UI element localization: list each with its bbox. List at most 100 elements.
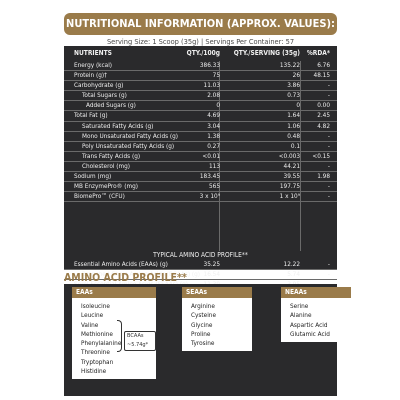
group-items: Arginine Cysteine Glycine Proline Tyrosine <box>182 298 252 352</box>
header-per100: QTY./100g <box>186 49 220 57</box>
amino-item: Serine <box>290 302 309 310</box>
amino-item: Tryptophan <box>81 357 114 366</box>
amino-profile-panel: EAAs BCAAs ~5.74g* Isoleucine Leucine Vali… <box>64 284 351 396</box>
row-label: Trans Fatty Acids (g) <box>82 151 141 160</box>
value-rda: <0.15 <box>312 151 330 160</box>
value-per-serving: 1.64 <box>287 111 300 120</box>
table-row: Saturated Fatty Acids (g) 3.04 1.06 4.82 <box>64 122 337 132</box>
value-per-serving: 44.21 <box>283 161 300 170</box>
group-items: Serine Alanine Aspartic Acid Glutamic Acid <box>281 298 351 343</box>
table-row: Total Fat (g) 4.69 1.64 2.45 <box>64 111 337 122</box>
table-row: Protein (g)† 75 26 48.15 <box>64 71 337 82</box>
row-label: Branched Chain Amino Acids (BCAAs) (g) <box>82 270 201 279</box>
amino-item: Glycine <box>191 320 213 329</box>
table-row: Mono Unsaturated Fatty Acids (g) 1.38 0.48… <box>64 132 337 142</box>
group-header: NEAAs <box>281 287 351 298</box>
row-label: Protein (g)† <box>74 71 107 80</box>
row-label: Carbohydrate (g) <box>74 81 124 90</box>
amino-item: Histidine <box>81 367 107 376</box>
value-per-serving: 26 <box>292 71 300 80</box>
serving-info: Serving Size: 1 Scoop (35g) | Servings P… <box>106 37 295 46</box>
value-per100: 2.08 <box>207 91 220 100</box>
value-per100: 0.27 <box>207 141 220 150</box>
value-per-serving: 0.1 <box>290 141 300 150</box>
value-per100: <0.01 <box>202 151 220 160</box>
header-nutrients: NUTRIENTS <box>74 49 112 57</box>
value-per-serving: 0.48 <box>287 131 300 140</box>
amino-item: Glutamic Acid <box>290 329 330 338</box>
page-title: NUTRITIONAL INFORMATION (APPROX. VALUES)… <box>64 13 337 35</box>
value-rda: 4.82 <box>317 121 330 130</box>
amino-subheader: TYPICAL AMINO ACID PROFILE** <box>153 251 248 259</box>
value-per-serving: 0 <box>296 101 300 110</box>
group-eaas: EAAs BCAAs ~5.74g* Isoleucine Leucine Vali… <box>72 287 156 380</box>
row-label: Total Sugars (g) <box>82 91 127 100</box>
row-label: Sodium (mg) <box>74 172 112 181</box>
table-row: Essential Amino Acids (EAAs) (g) 35.25 12.… <box>64 260 337 271</box>
value-per100: 113 <box>209 161 220 170</box>
table-row: Sodium (mg) 183.45 39.55 1.98 <box>64 172 337 183</box>
table-row: Branched Chain Amino Acids (BCAAs) (g) 16… <box>64 270 337 281</box>
value-rda: 6.76 <box>317 61 330 69</box>
amino-item: Aspartic Acid <box>290 320 328 329</box>
row-label: Poly Unsaturated Fatty Acids (g) <box>82 141 175 150</box>
amino-item: Tyrosine <box>191 339 215 348</box>
amino-item: Arginine <box>191 302 215 310</box>
amino-item: Proline <box>191 329 211 338</box>
column-divider <box>219 61 220 251</box>
value-per100: 16.54 <box>203 270 220 279</box>
value-per100: 4.69 <box>207 111 220 120</box>
column-divider <box>300 61 301 251</box>
row-label: Essential Amino Acids (EAAs) (g) <box>74 260 168 268</box>
value-rda: - <box>327 141 330 150</box>
value-rda: 48.15 <box>313 71 330 80</box>
value-per-serving: 1.06 <box>287 121 300 130</box>
value-per-serving: 39.55 <box>283 172 300 181</box>
value-per-serving: 12.22 <box>283 260 300 268</box>
value-per-serving: 1 x 10⁹ <box>279 192 300 201</box>
table-row: BiomePro™ (CFU) 3 x 10⁹ 1 x 10⁹ - <box>64 192 337 203</box>
value-per100: 1.38 <box>207 131 220 140</box>
value-rda: - <box>327 270 330 279</box>
table-row: Cholesterol (mg) 113 44.21 - <box>64 161 337 173</box>
value-rda: 2.45 <box>317 111 330 120</box>
value-rda: - <box>327 81 330 90</box>
table-row: Carbohydrate (g) 11.03 3.86 - <box>64 81 337 92</box>
amino-item: Isoleucine <box>81 302 110 310</box>
value-rda: - <box>327 260 330 268</box>
value-per100: 386.33 <box>199 61 220 69</box>
header-rda: %RDA* <box>306 49 330 57</box>
row-label: Energy (kcal) <box>74 61 113 69</box>
value-per100: 3 x 10⁹ <box>199 192 220 201</box>
row-label: MB EnzymePro® (mg) <box>74 182 138 191</box>
row-label: Saturated Fatty Acids (g) <box>82 121 154 130</box>
value-per-serving: 0.73 <box>287 91 300 100</box>
value-rda: - <box>327 91 330 100</box>
table-row: Total Sugars (g) 2.08 0.73 - <box>64 91 337 102</box>
table-row: Poly Unsaturated Fatty Acids (g) 0.27 0.1 - <box>64 142 337 152</box>
row-label: Total Fat (g) <box>74 111 108 120</box>
value-rda: 1.98 <box>317 172 330 181</box>
amino-item: Threonine <box>81 348 110 357</box>
table-row: MB EnzymePro® (mg) 565 197.75 - <box>64 182 337 193</box>
bcaa-note: BCAAs ~5.74g* <box>124 331 156 351</box>
value-per-serving: 135.22 <box>279 61 300 69</box>
group-header: SEAAs <box>182 287 252 298</box>
amino-profile-title: AMINO ACID PROFILE** <box>64 272 187 284</box>
table-header: NUTRIENTS QTY./100g QTY./SERVING (35g) %… <box>64 46 337 60</box>
group-neaas: NEAAs Serine Alanine Aspartic Acid Glutamic… <box>281 287 351 343</box>
value-per100: 35.25 <box>203 260 220 268</box>
row-label: Mono Unsaturated Fatty Acids (g) <box>82 131 179 140</box>
value-rda: - <box>327 131 330 140</box>
brace-icon <box>117 320 122 352</box>
value-per-serving: <0.003 <box>278 151 300 160</box>
table-row: Trans Fatty Acids (g) <0.01 <0.003 <0.15 <box>64 152 337 162</box>
value-per100: 565 <box>209 182 220 191</box>
value-per100: 11.03 <box>203 81 220 90</box>
row-label: BiomePro™ (CFU) <box>74 192 125 201</box>
amino-item: Methionine <box>81 329 113 338</box>
value-per100: 75 <box>212 71 220 80</box>
value-per100: 3.04 <box>207 121 220 130</box>
table-row: Added Sugars (g) 0 0 0.00 <box>64 101 337 112</box>
amino-item: Alanine <box>290 311 312 320</box>
